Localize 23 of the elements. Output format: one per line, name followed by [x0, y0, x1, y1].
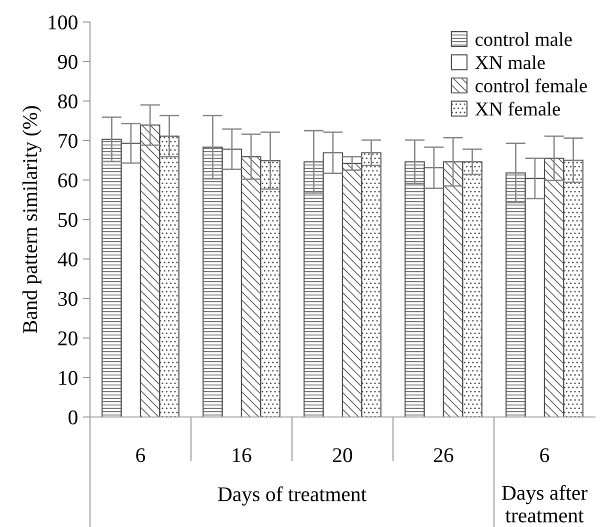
y-tick-label: 0 — [68, 410, 78, 424]
y-tick-label: 90 — [58, 54, 78, 69]
x-tick-label: 20 — [333, 448, 352, 462]
x-tick-label: 6 — [136, 448, 146, 462]
legend-label: XN male — [475, 56, 545, 70]
y-tick-label: 20 — [58, 331, 78, 346]
y-tick-label: 50 — [58, 212, 78, 227]
y-tick-label: 60 — [58, 173, 78, 188]
y-tick-label: 100 — [48, 15, 78, 30]
legend-label: control female — [476, 78, 587, 92]
text: Days after treatment — [502, 485, 588, 522]
y-tick-label: 40 — [58, 252, 78, 266]
legend-label: control male — [476, 32, 572, 46]
y-tick-label: 30 — [58, 292, 78, 306]
legend-label: XN female — [475, 102, 560, 116]
x-tick-label: 6 — [540, 448, 550, 462]
y-tick-label: 80 — [58, 94, 78, 108]
y-tick-label: 70 — [58, 134, 78, 148]
x-tick-label: 26 — [434, 448, 454, 462]
text: Days of treatment — [218, 486, 367, 506]
y-axis-title: Band pattern similarity (%) — [22, 106, 42, 334]
y-tick-label: 10 — [59, 370, 78, 385]
x-tick-label: 16 — [232, 448, 252, 462]
